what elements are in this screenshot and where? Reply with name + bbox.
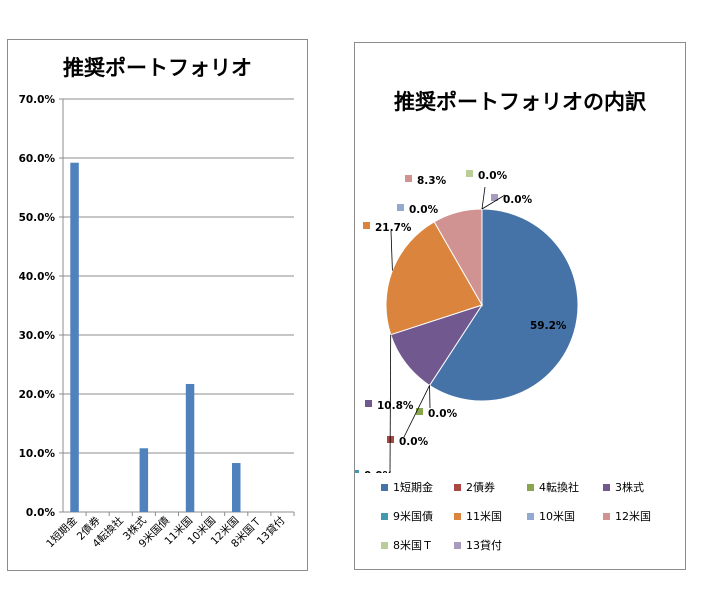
legend-swatch	[603, 483, 610, 491]
legend-swatch	[381, 512, 388, 520]
bar-ytick-label: 40.0%	[19, 271, 56, 283]
pie-label-swatch	[355, 470, 359, 473]
legend-item: 1短期金	[381, 479, 433, 495]
pie-data-label: 10.8%	[377, 400, 414, 412]
bar-1	[70, 162, 79, 512]
legend-label: 8米国Ｔ	[393, 539, 433, 552]
bar-8	[232, 463, 241, 512]
bar-ytick-label: 70.0%	[19, 94, 56, 106]
legend-swatch	[381, 483, 388, 491]
pie-leader-line	[389, 334, 392, 473]
legend-swatch	[454, 541, 461, 549]
bar-6	[185, 383, 195, 512]
legend-label: 9米国債	[393, 510, 433, 523]
legend-label: 3株式	[615, 481, 644, 494]
bar-xtick-label: 1短期金	[43, 514, 80, 551]
pie-data-label: 59.2%	[530, 320, 567, 332]
pie-label-swatch	[466, 170, 473, 177]
legend-label: 2債券	[466, 481, 495, 494]
pie-data-label: 21.7%	[375, 222, 412, 234]
legend-swatch	[454, 483, 461, 491]
legend-swatch	[454, 512, 461, 520]
pie-data-label: 0.0%	[399, 436, 429, 448]
pie-data-label: 0.0%	[364, 470, 394, 473]
bar-chart-plot: 0.0% 10.0% 20.0% 30.0% 40.0% 50.0% 60.0% 70.0% 1…	[19, 94, 295, 551]
bar-chart-title: 推奨ポートフォリオ	[63, 56, 252, 80]
legend-item: 13貸付	[454, 537, 502, 553]
legend-item: 12米国	[603, 508, 651, 524]
legend-label: 1短期金	[393, 481, 433, 494]
legend-swatch	[527, 483, 534, 491]
bar-ytick-label: 10.0%	[19, 448, 56, 460]
pie-label-swatch	[491, 194, 498, 201]
legend-swatch	[603, 512, 610, 520]
pie-chart-plot: 59.2% 0.0% 0.0% 10.8% 0.0% 21.7% 0.0% 8.3% 0.0% 0…	[355, 170, 579, 473]
pie-label-swatch	[405, 175, 412, 182]
pie-data-label: 8.3%	[417, 175, 447, 187]
legend-swatch	[527, 512, 534, 520]
pie-label-swatch	[363, 222, 370, 229]
legend-label: 4転換社	[539, 481, 579, 494]
legend-swatch	[381, 541, 388, 549]
pie-data-label: 0.0%	[503, 194, 533, 206]
pie-leader-line	[481, 194, 506, 210]
bar-ytick-label: 20.0%	[19, 389, 56, 401]
bar-ytick-label: 30.0%	[19, 330, 56, 342]
legend-label: 11米国	[466, 510, 502, 523]
pie-label-swatch	[416, 408, 423, 415]
pie-label-swatch	[365, 400, 372, 407]
pie-label-swatch	[397, 204, 404, 211]
pie-data-label: 0.0%	[409, 204, 439, 216]
pie-leader-line	[403, 385, 430, 438]
pie-chart-title: 推奨ポートフォリオの内訳	[394, 90, 646, 114]
legend-item: 11米国	[454, 508, 502, 524]
bar-ytick-label: 50.0%	[19, 212, 56, 224]
pie-leader-line	[481, 186, 486, 210]
legend-item: 3株式	[603, 479, 644, 495]
pie-slice-6	[385, 221, 483, 336]
legend-label: 13貸付	[466, 539, 502, 552]
legend-label: 10米国	[539, 510, 575, 523]
pie-slice-8	[433, 208, 483, 307]
legend-item: 10米国	[527, 508, 575, 524]
legend-item: 2債券	[454, 479, 495, 495]
legend-item: 8米国Ｔ	[381, 537, 433, 553]
pie-slice-1	[428, 208, 579, 402]
legend-item: 4転換社	[527, 479, 579, 495]
pie-leader-line	[390, 230, 393, 271]
bar-ytick-label: 0.0%	[26, 507, 56, 519]
bar-ytick-label: 60.0%	[19, 153, 56, 165]
legend-item: 9米国債	[381, 508, 433, 524]
bar-chart-panel: 推奨ポートフォリオ 0.0% 10.0% 20.0% 30.0% 40.0% 50.0% 6…	[7, 39, 308, 571]
bar-4	[139, 448, 149, 512]
legend-label: 12米国	[615, 510, 651, 523]
pie-data-label: 0.0%	[428, 408, 458, 420]
pie-data-label: 0.0%	[478, 170, 508, 182]
pie-chart-panel: 推奨ポートフォリオの内訳 59.2% 0.0% 0.0% 10.8% 0.0% 21.7%…	[354, 42, 686, 570]
